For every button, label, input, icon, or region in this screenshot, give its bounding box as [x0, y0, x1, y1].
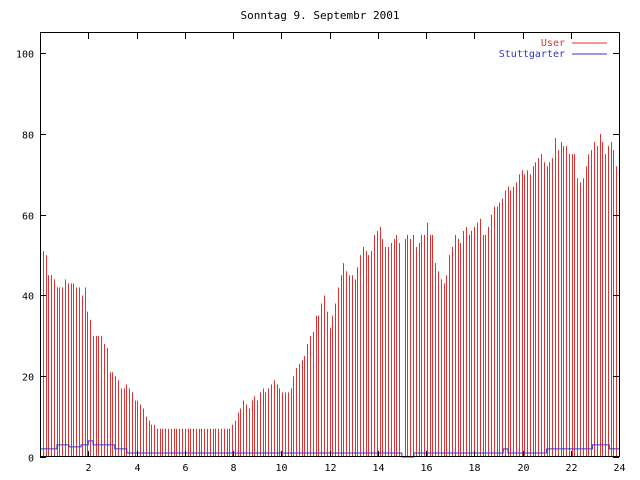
y-tick-label: 0	[28, 454, 34, 465]
legend-label: User	[541, 38, 565, 49]
y-tick-label: 100	[16, 50, 34, 61]
x-tick-label: 24	[613, 463, 625, 474]
user-bars	[40, 133, 620, 457]
y-tick-label: 60	[22, 212, 34, 223]
y-tick-label: 80	[22, 131, 34, 142]
x-tick-label: 22	[565, 463, 577, 474]
y-axis: 0 20 40 60 80 100	[16, 50, 619, 465]
x-tick-label: 4	[134, 463, 140, 474]
x-tick-label: 8	[230, 463, 236, 474]
y-tick-label: 20	[22, 373, 34, 384]
x-tick-label: 12	[324, 463, 336, 474]
chart-title: Sonntag 9. Septembr 2001	[240, 9, 400, 22]
x-tick-label: 16	[420, 463, 432, 474]
x-tick-label: 20	[517, 463, 529, 474]
y-tick-label: 40	[22, 292, 34, 303]
stuttgarter-line	[40, 440, 619, 458]
x-axis: 2 4 6 8 10 12 14 16 18 20 22 24	[85, 33, 626, 474]
x-tick-label: 18	[468, 463, 480, 474]
x-tick-label: 14	[372, 463, 384, 474]
x-tick-label: 6	[182, 463, 188, 474]
legend-label: Stuttgarter	[499, 49, 565, 60]
x-tick-label: 2	[85, 463, 91, 474]
x-tick-label: 10	[275, 463, 287, 474]
